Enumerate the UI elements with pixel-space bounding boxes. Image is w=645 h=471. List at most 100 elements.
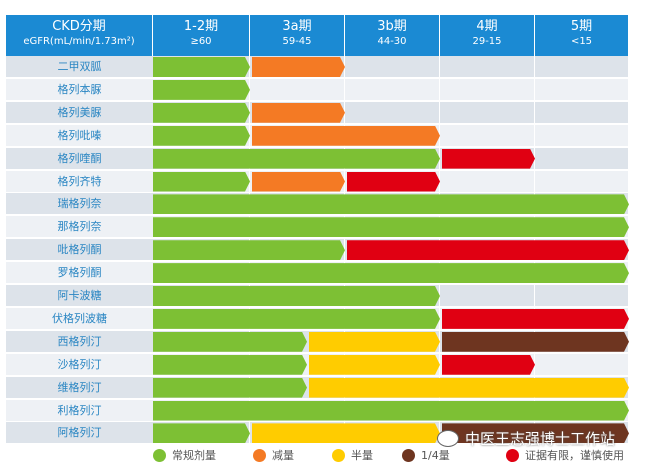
dose-bar-normal — [153, 149, 440, 169]
drug-name: 沙格列汀 — [6, 353, 153, 375]
header-stage: 3a期 59-45 — [250, 15, 345, 56]
legend-item-normal: 常规剂量 — [153, 447, 216, 463]
dose-bar-normal — [153, 401, 629, 421]
header-title: CKD分期 — [52, 19, 106, 34]
drug-name: 瑞格列奈 — [6, 193, 153, 215]
legend-label: 1/4量 — [421, 449, 450, 462]
table-row: 沙格列汀 — [6, 353, 629, 376]
legend-item-half: 半量 — [332, 447, 373, 463]
wechat-icon — [437, 430, 459, 447]
header-stage: 3b期 44-30 — [345, 15, 440, 56]
dose-bar-normal — [153, 80, 250, 100]
empty-cell — [535, 124, 629, 146]
stage-egfr-range: 59-45 — [282, 36, 312, 47]
drug-name: 罗格列酮 — [6, 262, 153, 284]
table-row: 二甲双胍 — [6, 56, 629, 78]
stage-label: 5期 — [570, 19, 593, 34]
stage-egfr-range: 44-30 — [377, 36, 407, 47]
legend-item-caution: 证据有限，谨慎使用 — [506, 447, 624, 463]
dose-bar-normal — [153, 103, 250, 123]
dose-bar-half — [252, 423, 440, 443]
drug-name: 伏格列波糖 — [6, 307, 153, 329]
empty-cell — [535, 285, 629, 306]
table-row: 吡格列酮 — [6, 239, 629, 261]
dose-bar-reduce — [252, 57, 345, 77]
legend-dot — [332, 448, 345, 462]
stage-label: 4期 — [476, 19, 498, 34]
dose-bar-half — [309, 378, 629, 398]
dose-bar-normal — [153, 172, 250, 192]
dose-bar-normal — [153, 309, 440, 329]
stage-label: 3a期 — [282, 19, 312, 34]
table-row: 瑞格列奈 — [6, 193, 629, 215]
empty-cell — [345, 78, 440, 100]
drug-name: 那格列奈 — [6, 216, 153, 238]
header-stage: 5期 <15 — [535, 15, 629, 56]
stage-egfr-range: ≥60 — [190, 36, 212, 47]
drug-name: 二甲双胍 — [6, 56, 153, 77]
table-row: 罗格列酮 — [6, 262, 629, 284]
stage-label: 1-2期 — [183, 19, 219, 34]
drug-name: 吡格列酮 — [6, 239, 153, 261]
dose-bar-normal — [153, 263, 629, 283]
empty-cell — [535, 101, 629, 123]
dose-bar-normal — [153, 194, 629, 214]
header-stage: 4期 29-15 — [440, 15, 535, 56]
drug-name: 西格列汀 — [6, 330, 153, 352]
empty-cell — [535, 56, 629, 77]
table-row: 格列齐特 — [6, 170, 629, 193]
legend-dot — [506, 448, 519, 462]
empty-cell — [440, 101, 535, 123]
empty-cell — [440, 56, 535, 77]
dose-bar-caution — [347, 240, 629, 260]
table-row: 格列吡嗪 — [6, 124, 629, 147]
empty-cell — [535, 170, 629, 192]
dose-bar-caution — [347, 172, 440, 192]
drug-name: 阿格列汀 — [6, 422, 153, 444]
drug-name: 格列本脲 — [6, 78, 153, 100]
dose-bar-quarter — [442, 332, 629, 352]
dose-bar-reduce — [252, 126, 440, 146]
legend-dot — [402, 448, 415, 462]
dose-bar-half — [309, 355, 440, 375]
drug-name: 阿卡波糖 — [6, 285, 153, 306]
dose-bar-caution — [442, 309, 629, 329]
stage-label: 3b期 — [377, 19, 407, 34]
table-row: 格列本脲 — [6, 78, 629, 101]
legend-label: 半量 — [351, 449, 373, 462]
table-row: 阿卡波糖 — [6, 285, 629, 307]
drug-name: 格列吡嗪 — [6, 124, 153, 146]
dose-bar-normal — [153, 217, 629, 237]
empty-cell — [250, 78, 345, 100]
empty-cell — [535, 78, 629, 100]
stage-egfr-range: 29-15 — [472, 36, 502, 47]
dose-bar-caution — [442, 149, 535, 169]
dose-bar-normal — [153, 240, 345, 260]
dose-bar-normal — [153, 286, 440, 306]
dose-bar-normal — [153, 126, 250, 146]
header-stage: 1-2期 ≥60 — [153, 15, 250, 56]
watermark: 中医王志强博士工作站 — [437, 428, 615, 449]
empty-cell — [535, 147, 629, 169]
legend-dot — [253, 448, 266, 462]
legend-dot — [153, 448, 166, 462]
legend-label: 减量 — [272, 449, 294, 462]
empty-cell — [345, 101, 440, 123]
table-row: 维格列汀 — [6, 376, 629, 399]
empty-cell — [440, 78, 535, 100]
drug-name: 格列齐特 — [6, 170, 153, 192]
drug-name: 利格列汀 — [6, 399, 153, 421]
drug-name: 维格列汀 — [6, 376, 153, 398]
table-row: 利格列汀 — [6, 399, 629, 422]
dose-bar-reduce — [252, 103, 345, 123]
drug-name: 格列喹酮 — [6, 147, 153, 169]
legend-item-reduce: 减量 — [253, 447, 294, 463]
dose-bar-reduce — [252, 172, 345, 192]
dose-bar-normal — [153, 423, 250, 443]
legend-item-quarter: 1/4量 — [402, 447, 450, 463]
dose-bar-normal — [153, 355, 307, 375]
empty-cell — [440, 285, 535, 306]
dose-bar-normal — [153, 332, 307, 352]
table-row: 西格列汀 — [6, 330, 629, 353]
empty-cell — [440, 124, 535, 146]
